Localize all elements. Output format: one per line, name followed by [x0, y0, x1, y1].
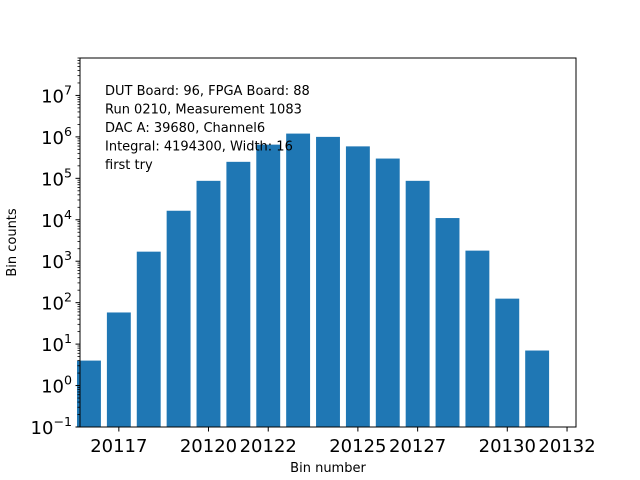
x-tick-label: 20117: [90, 436, 147, 457]
bar-20118: [136, 251, 161, 427]
y-tick-label: 10−1: [31, 414, 72, 439]
annotation-line: Integral: 4194300, Width: 16: [105, 140, 293, 155]
bars-group: [77, 133, 550, 428]
y-tick-label: 104: [41, 207, 72, 232]
y-tick-label: 105: [41, 165, 72, 190]
x-axis-label: Bin number: [290, 461, 366, 476]
y-tick-label: 106: [41, 124, 72, 149]
x-tick-label: 20122: [240, 436, 297, 457]
x-tick-label: 20130: [479, 436, 536, 457]
x-tick-label: 20125: [329, 436, 386, 457]
x-tick-label: 20120: [180, 436, 237, 457]
bar-20129: [465, 250, 490, 427]
x-tick-label: 20127: [389, 436, 446, 457]
bar-20128: [435, 218, 460, 427]
annotation-line: first try: [105, 158, 153, 173]
y-tick-label: 107: [41, 82, 72, 107]
bar-20126: [375, 158, 400, 428]
annotation-block: DUT Board: 96, FPGA Board: 88 Run 0210, M…: [105, 84, 310, 173]
bar-20116: [77, 360, 101, 427]
y-tick-label: 101: [41, 331, 72, 356]
bar-20125: [345, 146, 370, 427]
bar-20123: [286, 133, 311, 427]
bar-20130: [495, 298, 520, 427]
plot-frame: [79, 57, 577, 428]
bar-20131: [525, 350, 550, 427]
bar-20121: [226, 161, 251, 427]
annotation-line: DAC A: 39680, Channel6: [105, 121, 265, 136]
bar-20120: [196, 180, 221, 427]
annotation-line: DUT Board: 96, FPGA Board: 88: [105, 84, 310, 99]
y-tick-label: 100: [41, 373, 72, 398]
ticks-group: 20117 20120 20122 20125 20127 20130 20132 10−1 1…: [31, 57, 596, 457]
y-tick-label: 102: [41, 290, 72, 315]
y-axis-label: Bin counts: [5, 208, 20, 277]
bar-20124: [316, 136, 340, 427]
bar-20127: [405, 180, 430, 427]
x-tick-label: 20132: [538, 436, 595, 457]
bar-20117: [106, 312, 131, 427]
bar-20119: [166, 210, 191, 427]
annotation-line: Run 0210, Measurement 1083: [105, 103, 302, 118]
bar-20122: [256, 144, 281, 427]
y-tick-label: 103: [41, 248, 72, 273]
